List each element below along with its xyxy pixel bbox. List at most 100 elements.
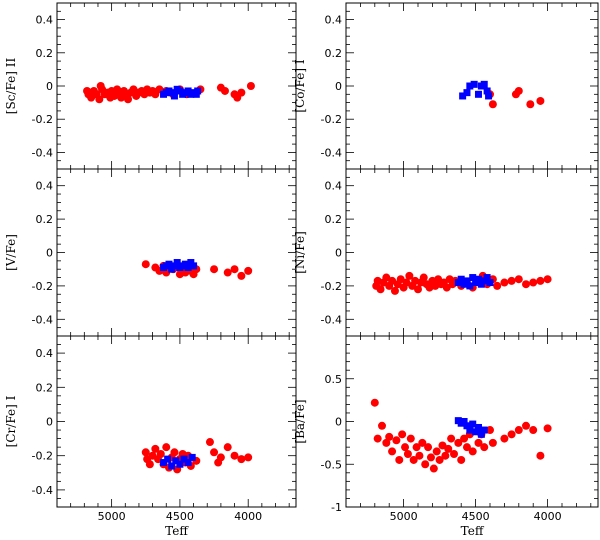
- point-red: [522, 280, 530, 289]
- point-red: [493, 281, 502, 290]
- y-tick-label: -0.2: [32, 113, 53, 126]
- point-red: [237, 455, 246, 464]
- y-tick-label: 0.4: [325, 180, 343, 193]
- point-red: [220, 86, 229, 95]
- point-red: [230, 265, 239, 274]
- point-red: [395, 455, 404, 464]
- panel-top-right: 0.4 0.2 0 -0.2 -0.4 [Co/Fe] I: [293, 2, 599, 170]
- point-blue: [194, 87, 202, 95]
- data-points: [83, 82, 255, 104]
- y-tick-label: 0.2: [36, 381, 54, 394]
- y-axis-label: [Sc/Fe] II: [4, 58, 18, 115]
- data-points: [141, 438, 253, 474]
- y-tick-label: -0.2: [321, 280, 342, 293]
- point-red: [230, 451, 239, 460]
- point-blue: [483, 87, 491, 95]
- point-red: [507, 430, 516, 439]
- point-red: [398, 430, 407, 439]
- point-blue: [472, 428, 480, 436]
- point-red: [373, 434, 382, 443]
- point-red: [514, 86, 523, 95]
- point-red: [392, 436, 401, 445]
- point-blue: [469, 274, 477, 282]
- point-red: [412, 443, 421, 452]
- point-red: [246, 82, 255, 90]
- point-red: [124, 95, 133, 104]
- point-red: [514, 426, 523, 435]
- point-blue: [466, 282, 474, 290]
- point-red: [514, 275, 523, 284]
- y-tick-label: 0.4: [36, 14, 54, 27]
- point-red: [237, 88, 246, 97]
- point-blue: [477, 430, 485, 438]
- point-red: [406, 434, 415, 443]
- y-tick-label: 0: [335, 80, 342, 93]
- point-red: [409, 455, 418, 464]
- point-red: [529, 426, 538, 435]
- point-red: [529, 278, 538, 287]
- point-red: [205, 438, 214, 447]
- point-red: [414, 285, 422, 294]
- point-blue: [469, 420, 477, 428]
- point-red: [536, 451, 545, 460]
- point-red: [156, 449, 165, 458]
- point-red: [390, 286, 399, 295]
- point-blue: [184, 459, 192, 467]
- point-red: [474, 438, 483, 447]
- y-tick-label: 0.5: [325, 373, 343, 386]
- point-red: [486, 426, 494, 435]
- y-axis-label: [Ni/Fe]: [293, 231, 307, 274]
- point-red: [462, 443, 471, 452]
- y-tick-label: 0.2: [36, 213, 54, 226]
- panel-bottom-left: 5000 4500 4000 0.4 0.2 0 -0.2 -0.4 [Cr/Fe] I Teff: [4, 335, 297, 538]
- point-blue: [184, 264, 192, 272]
- y-tick-label: 0.2: [36, 47, 54, 60]
- panel-frame: [56, 335, 297, 508]
- point-red: [522, 421, 530, 430]
- point-red: [403, 449, 412, 458]
- point-red: [447, 434, 456, 443]
- point-red: [401, 443, 410, 452]
- point-red: [376, 285, 385, 294]
- point-blue: [180, 455, 188, 463]
- point-blue: [470, 80, 478, 88]
- point-red: [378, 421, 386, 430]
- point-red: [444, 444, 453, 453]
- point-red: [424, 443, 433, 452]
- data-points: [459, 80, 545, 109]
- point-red: [244, 266, 253, 275]
- panel-middle-left: 0.4 0.2 0 -0.2 -0.4 [V/Fe]: [4, 168, 297, 337]
- point-red: [419, 273, 428, 282]
- point-blue: [474, 90, 482, 98]
- point-red: [500, 278, 509, 287]
- point-red: [432, 447, 441, 456]
- y-tick-label: -0.5: [321, 458, 342, 471]
- y-tick-label: -1: [331, 501, 342, 514]
- point-red: [151, 444, 160, 453]
- point-blue: [485, 92, 493, 100]
- point-red: [237, 271, 246, 280]
- point-blue: [164, 455, 172, 463]
- y-tick-label: -0.2: [32, 450, 53, 463]
- point-red: [441, 451, 450, 460]
- point-blue: [480, 426, 488, 434]
- point-red: [210, 448, 219, 457]
- point-blue: [190, 262, 198, 270]
- point-red: [468, 447, 477, 456]
- point-red: [480, 443, 489, 452]
- panel-frame: [345, 168, 599, 337]
- y-tick-label: -0.4: [32, 146, 53, 159]
- point-red: [223, 443, 232, 452]
- point-blue: [466, 82, 474, 90]
- point-red: [141, 260, 150, 269]
- y-axis-label: [Co/Fe] I: [293, 59, 307, 112]
- point-blue: [486, 279, 494, 287]
- x-axis-label: Teff: [165, 524, 189, 538]
- y-tick-label: -0.2: [32, 280, 53, 293]
- point-red: [382, 438, 391, 447]
- point-red: [454, 438, 463, 447]
- y-tick-label: -0.2: [321, 113, 342, 126]
- point-red: [507, 276, 516, 285]
- point-red: [543, 424, 552, 433]
- point-red: [526, 100, 535, 109]
